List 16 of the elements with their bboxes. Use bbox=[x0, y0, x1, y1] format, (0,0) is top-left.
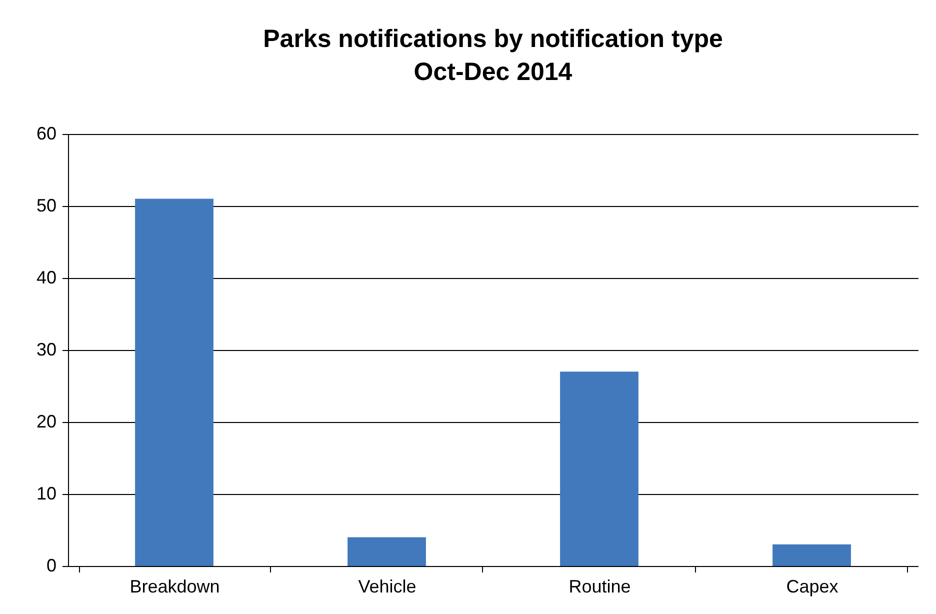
bar bbox=[135, 198, 214, 566]
bar bbox=[560, 372, 638, 566]
bar bbox=[772, 544, 851, 566]
x-tick-label: Capex bbox=[786, 576, 838, 596]
bar bbox=[348, 537, 426, 566]
y-tick-label: 0 bbox=[46, 556, 56, 576]
y-tick-label: 20 bbox=[36, 412, 56, 432]
y-tick-label: 30 bbox=[36, 340, 56, 360]
x-tick-label: Breakdown bbox=[130, 576, 220, 596]
chart-title: Parks notifications by notification type Oct-Dec 2014 bbox=[263, 25, 723, 86]
x-tick-label: Routine bbox=[568, 576, 631, 596]
y-tick-label: 60 bbox=[36, 124, 56, 144]
y-tick-label: 10 bbox=[36, 484, 56, 504]
y-tick-label: 50 bbox=[36, 196, 56, 216]
y-tick-label: 40 bbox=[36, 268, 56, 288]
x-tick-label: Vehicle bbox=[358, 576, 416, 596]
